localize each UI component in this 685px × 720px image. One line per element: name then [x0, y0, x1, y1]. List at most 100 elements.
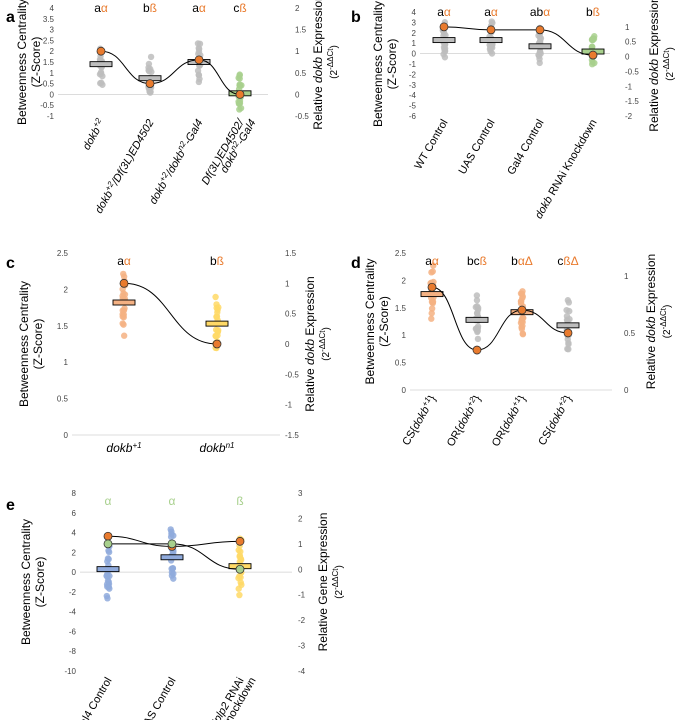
sample-point [428, 315, 435, 322]
y2-axis-subtitle-part: ) [321, 327, 332, 330]
y2-tick-label: -0.5 [625, 67, 639, 76]
mean-bar [89, 61, 113, 68]
category-label-part: WT Control [412, 118, 450, 172]
category-label-part: Gal4 Control [73, 676, 114, 720]
panel-label: b [351, 9, 361, 26]
expression-point [194, 55, 204, 65]
sample-point [488, 18, 495, 25]
y-tick-label: 0 [412, 50, 417, 59]
sample-point [167, 526, 174, 533]
sample-point [474, 335, 482, 343]
sample-point [237, 555, 245, 562]
sample-point [238, 82, 245, 89]
category-label-part: dokb [93, 189, 115, 216]
expression-point [103, 539, 113, 549]
y-tick-label: 4 [50, 4, 55, 13]
y-tick-label: -6 [69, 627, 77, 636]
significance-letter: aα [117, 254, 131, 268]
letter-expr: ß [239, 1, 246, 15]
y2-tick-label: -0.5 [285, 370, 299, 379]
y2-axis-subtitle-part: -ΔΔCt [659, 307, 668, 329]
y-tick-label: -4 [69, 608, 77, 617]
significance-letter: aα [437, 5, 451, 19]
category-label-part: RNAi Knockdown [545, 118, 600, 201]
expression-point [212, 339, 222, 349]
category-label-part: Gal4 Control [505, 118, 546, 177]
y2-axis-subtitle: (2-ΔΔCt) [318, 327, 333, 361]
significance-letter: cß [233, 1, 246, 15]
expression-point [145, 79, 155, 88]
sample-point [563, 306, 570, 314]
sample-point [147, 88, 154, 95]
y-axis-title: Betweenness Centrality [371, 1, 385, 127]
sample-point [589, 36, 596, 44]
y-tick-label: -6 [409, 112, 417, 121]
significance-letter: bß [210, 254, 224, 268]
letter-stat: ab [530, 5, 544, 19]
y2-axis-subtitle-part: ) [334, 565, 345, 568]
letter-stat: a [484, 5, 491, 19]
category-label: Gal4 Control [73, 676, 114, 720]
sample-point [536, 55, 543, 63]
sample-point [236, 71, 243, 78]
category-label-part: Df(3L)ED4502/ [200, 117, 248, 187]
panel-d: d 2.5 2 1.5 1 0.5 0 1 0.5 0 Betweenness Centralit… [351, 249, 673, 449]
mean-bar [112, 299, 136, 306]
letter-expr: ß [593, 5, 600, 19]
y-tick-label: -3 [409, 81, 417, 90]
y-axis-title: Betweenness Centrality [15, 0, 29, 125]
y2-axis-subtitle-part: ) [662, 305, 673, 308]
sample-point [104, 573, 111, 580]
expression-point [96, 46, 106, 56]
y-tick-label: -4 [409, 91, 417, 100]
y2-tick-label: -1 [285, 401, 293, 410]
y2-axis-subtitle-part: (2 [662, 329, 673, 338]
category-label: OR{dokb+1} [488, 392, 529, 449]
y-tick-label: 4 [72, 529, 77, 538]
panel-c: c 2.5 2 1.5 1 0.5 0 1.5 1 0.5 0 -0.5 -1 -1.5 Betweenn… [6, 249, 332, 455]
letter-stat: b [586, 5, 593, 19]
y-tick-label: 0.5 [57, 395, 69, 404]
letter-stat: bc [467, 254, 480, 268]
category-label-part: +1 [420, 395, 432, 407]
y2-tick-label: -4 [298, 667, 306, 676]
y2-axis-subtitle-part: (2 [321, 351, 332, 360]
y2-axis-title-part: Relative [647, 85, 661, 132]
y2-axis-title-part: Expression [647, 0, 661, 59]
sample-point [235, 574, 242, 582]
y2-axis-title-part: dokb [311, 57, 325, 83]
sample-point [119, 307, 126, 314]
y2-axis-subtitle-part: -ΔΔCt [318, 330, 327, 352]
y2-tick-label: 2 [295, 4, 300, 13]
category-label-part: dokb [455, 405, 477, 432]
y2-axis-title-part: Expression [303, 276, 317, 339]
letter-expr: α [432, 254, 439, 268]
category-label-part: dokb [500, 405, 522, 432]
sample-point [213, 301, 220, 308]
y-tick-label: -1 [409, 60, 417, 69]
y-axis-title: Betweenness Centrality [17, 281, 31, 407]
y2-tick-label: 1 [624, 272, 629, 281]
sample-point [105, 548, 113, 556]
y-tick-label: 0 [64, 431, 69, 440]
category-label-part: } [516, 393, 528, 402]
category-label-part: n1 [226, 441, 235, 450]
y2-tick-label: 0.5 [285, 310, 297, 319]
significance-letter: aα [94, 1, 108, 15]
y2-axis-title-part: Relative Gene Expression [316, 513, 330, 652]
panel-e: e 8 6 4 2 0 -2 -4 -6 -8 -10 3 2 1 0 -1 -2 -3 -4 Betweennes… [6, 489, 345, 720]
letter-expr: αΔ [518, 254, 533, 268]
sample-point [213, 313, 221, 320]
y2-axis-subtitle-part: -ΔΔCt [662, 50, 671, 72]
sample-point [147, 53, 155, 61]
category-label: dokb+2/dokbn2-Gal4 [145, 116, 205, 206]
letter-stat: a [192, 1, 199, 15]
letter-stat: c [233, 1, 239, 15]
y2-axis-title-part: Expression [311, 0, 325, 57]
y-tick-label: 1 [64, 358, 69, 367]
sample-point [195, 48, 203, 55]
letter-expr: ßΔ [563, 254, 578, 268]
letter-expr: α [101, 1, 108, 15]
category-label-part: dokb [546, 405, 568, 432]
letter-stat: a [425, 254, 432, 268]
